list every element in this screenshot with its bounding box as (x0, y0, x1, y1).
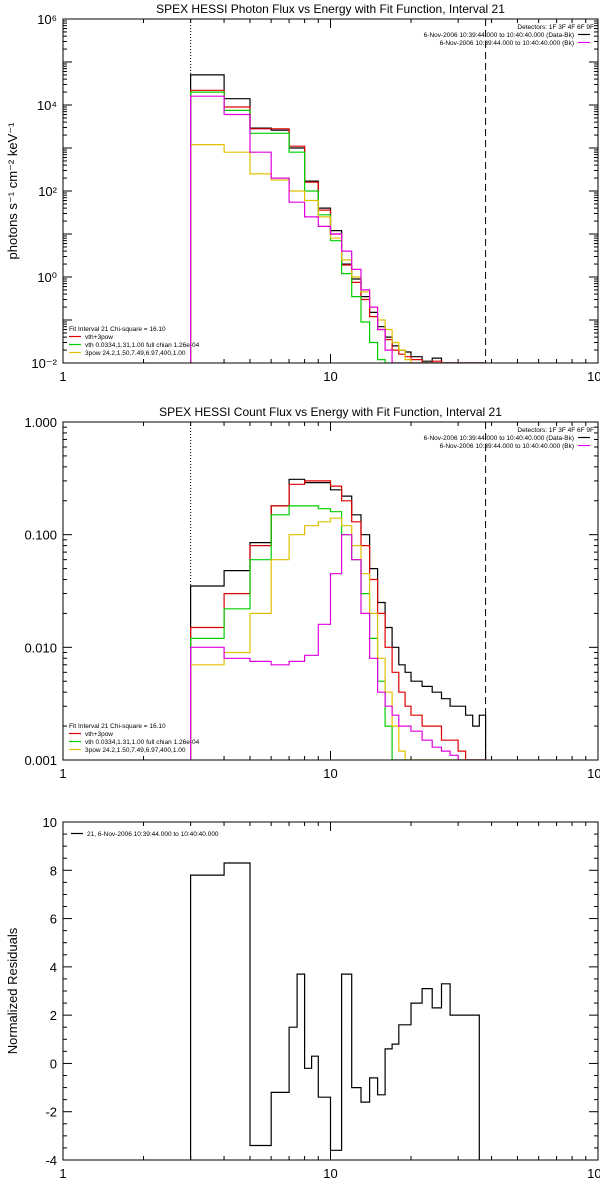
series-line-data-bk (190, 74, 486, 363)
series-line-vth-3pow (190, 89, 486, 363)
y-tick-label: 6 (50, 912, 57, 927)
series-line-bk (190, 95, 486, 363)
x-axis-ticks (62, 422, 587, 760)
y-tick-label: 10⁶ (37, 12, 57, 27)
y-tick-label: 10⁰ (37, 270, 57, 285)
x-tick-label: 10 (323, 1166, 337, 1181)
y-tick-label: 2 (50, 1008, 57, 1023)
legend-label: vth 0.0334,1.31,1.00 full chian 1.26e-04 (85, 342, 200, 349)
plot-frame (62, 18, 599, 364)
series-line-3pow (190, 144, 486, 363)
legend-label: 3pow 24.2,1.50,7.49,6.97,400,1.00 (85, 747, 186, 754)
legend-bottom-left: Fit Interval 21 Chi-square = 16.10vth+3p… (69, 723, 200, 754)
y-tick-label: 0 (50, 1056, 57, 1071)
y-tick-label: 1.000 (24, 415, 57, 430)
y-tick-label: 0.100 (24, 528, 57, 543)
x-tick-label: 10 (323, 369, 337, 384)
series-group (190, 478, 487, 760)
chart-title: SPEX HESSI Count Flux vs Energy with Fit… (159, 405, 502, 419)
series-line-bk (190, 534, 486, 760)
x-axis-ticks (62, 822, 587, 1160)
legend-top-left: 21, 6-Nov-2006 10:39:44.000 to 10:40:40.… (71, 831, 219, 838)
x-axis-ticks (62, 19, 587, 363)
y-tick-label: -4 (45, 1153, 57, 1168)
legend-label: Detectors: 1F 3F 4F 6F 9F (517, 24, 594, 31)
legend-label: vth+3pow (85, 731, 113, 738)
series-line-vth (190, 505, 486, 760)
x-tick-label: 100 (587, 766, 600, 781)
x-tick-label: 100 (587, 369, 600, 384)
plot-frame (62, 421, 599, 761)
y-tick-label: 4 (50, 960, 57, 975)
chart-panel-1: SPEX HESSI Photon Flux vs Energy with Fi… (5, 2, 600, 384)
x-tick-label: 1 (59, 369, 66, 384)
legend-label: 6-Nov-2006 10:39:44.000 to 10:40:40.000 … (440, 40, 574, 47)
series-group (190, 74, 486, 363)
x-tick-label: 100 (587, 1166, 600, 1181)
legend-label: 6-Nov-2006 10:39:44.000 to 10:40:40.000 … (424, 32, 574, 39)
x-tick-label: 1 (59, 1166, 66, 1181)
legend-label: Fit Interval 21 Chi-square = 16.10 (69, 326, 166, 333)
legend-label: vth+3pow (85, 334, 113, 341)
x-tick-label: 10 (323, 766, 337, 781)
series-line-vth (190, 91, 486, 363)
series-line-3pow (190, 517, 486, 760)
x-tick-label: 1 (59, 766, 66, 781)
legend-bottom-left: Fit Interval 21 Chi-square = 16.10vth+3p… (69, 326, 200, 357)
plot-frame (62, 821, 599, 1161)
y-axis-label: photons s⁻¹ cm⁻² keV⁻¹ (5, 122, 20, 260)
y-tick-label: 0.001 (24, 753, 57, 768)
legend-label: 3pow 24.2,1.50,7.49,6.97,400,1.00 (85, 350, 186, 357)
y-tick-label: 8 (50, 863, 57, 878)
y-tick-label: 10⁻² (31, 356, 57, 371)
y-axis-ticks (63, 20, 598, 364)
legend-label: 6-Nov-2006 10:39:44.000 to 10:40:40.000 … (424, 435, 574, 442)
series-line-vth-3pow (190, 480, 486, 760)
series-line-residuals (190, 862, 480, 1160)
y-tick-label: 10 (43, 815, 57, 830)
chart-panel-2: SPEX HESSI Count Flux vs Energy with Fit… (24, 405, 600, 781)
series-group (190, 862, 480, 1160)
y-tick-label: -2 (45, 1105, 57, 1120)
legend-label: 6-Nov-2006 10:39:44.000 to 10:40:40.000 … (440, 443, 574, 450)
legend-label: Detectors: 1F 3F 4F 6F 9F (517, 427, 594, 434)
legend-label: vth 0.0334,1.31,1.00 full chian 1.26e-04 (85, 739, 200, 746)
y-axis-label: Normalized Residuals (5, 927, 20, 1054)
series-line-data-bk (190, 478, 487, 760)
legend-label: 21, 6-Nov-2006 10:39:44.000 to 10:40:40.… (87, 831, 219, 838)
y-tick-label: 10⁴ (37, 98, 57, 113)
y-tick-label: 0.010 (24, 640, 57, 655)
legend-label: Fit Interval 21 Chi-square = 16.10 (69, 723, 166, 730)
legend-top-right: Detectors: 1F 3F 4F 6F 9F6-Nov-2006 10:3… (424, 427, 594, 450)
chart-title: SPEX HESSI Photon Flux vs Energy with Fi… (156, 2, 505, 16)
legend-top-right: Detectors: 1F 3F 4F 6F 9F6-Nov-2006 10:3… (424, 24, 594, 47)
chart-panel-3: Normalized Residuals 1 10 100 -4 -2 0 2 4 6 8 10 21,… (5, 815, 600, 1181)
y-tick-label: 10² (38, 184, 57, 199)
